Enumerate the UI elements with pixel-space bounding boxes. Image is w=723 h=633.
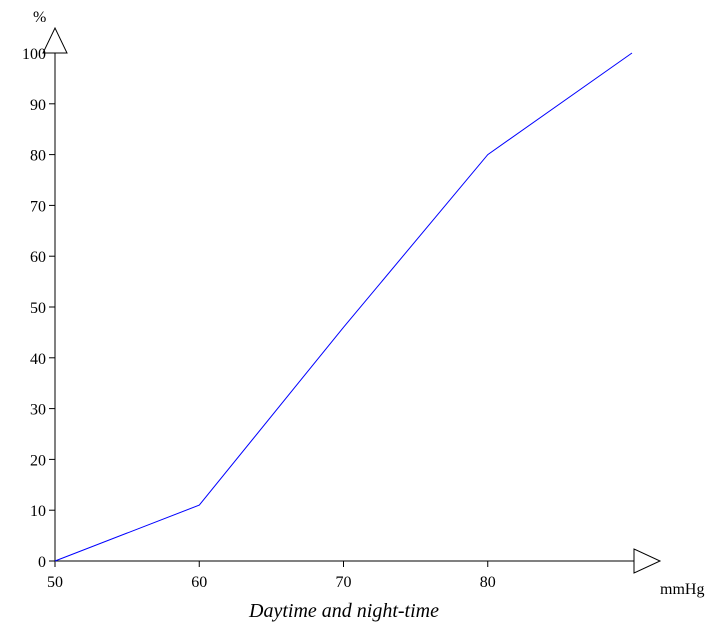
y-axis-unit-label: % [33, 9, 46, 26]
series-line [54, 52, 633, 562]
y-tick-label: 0 [38, 554, 46, 571]
y-tick-label: 90 [30, 97, 46, 114]
x-tick-label: 50 [47, 574, 63, 591]
x-ticks: 50 60 70 80 [47, 561, 496, 591]
y-tick-label: 40 [30, 351, 46, 368]
x-tick-label: 80 [480, 574, 496, 591]
y-axis-arrowhead [42, 26, 68, 54]
x-tick-label: 60 [191, 574, 207, 591]
x-tick-label: 70 [336, 574, 352, 591]
y-tick-label: 30 [30, 402, 46, 419]
axes [42, 26, 662, 574]
y-tick-label: 10 [30, 503, 46, 520]
x-axis-arrowhead [633, 548, 662, 574]
x-axis-unit-label: mmHg [660, 581, 704, 598]
y-tick-label: 80 [30, 148, 46, 165]
y-tick-label: 100 [22, 46, 46, 63]
y-tick-label: 20 [30, 452, 46, 469]
y-tick-label: 50 [30, 300, 46, 317]
y-tick-label: 70 [30, 198, 46, 215]
series-group [54, 52, 633, 562]
y-ticks: 0 10 20 30 40 50 60 70 80 90 100 [22, 46, 55, 571]
chart-caption: Daytime and night-time [248, 600, 439, 622]
y-tick-label: 60 [30, 249, 46, 266]
